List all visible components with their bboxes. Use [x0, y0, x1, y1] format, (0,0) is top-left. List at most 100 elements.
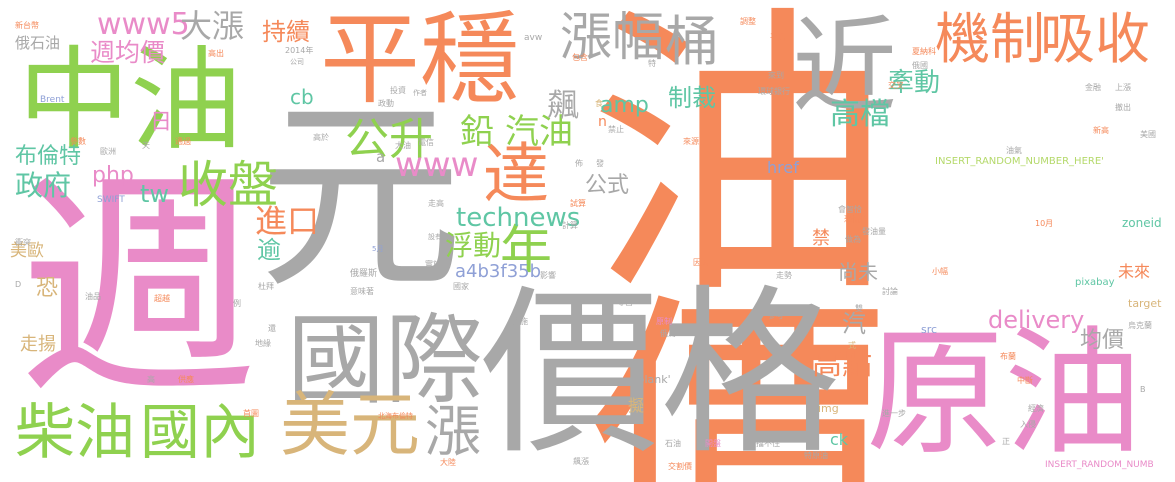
word-small: 小幅 [932, 267, 948, 276]
word-n: n [598, 114, 607, 130]
word-reach: 達 [483, 136, 549, 213]
word-impact: 牽動 [888, 68, 941, 98]
word-img: img [818, 402, 839, 415]
word-big-oil: 大油 [395, 141, 411, 150]
word-reference: 參考 [768, 311, 784, 320]
word-source: 來源 [683, 137, 699, 146]
word-further: 進一步 [882, 409, 906, 418]
word-gasoline: 汽油 [505, 112, 573, 152]
word-come-to: 來到 [768, 71, 784, 80]
word-increase: 漲幅 [560, 8, 665, 68]
word-russia-oil: 俄石油 [15, 34, 61, 52]
word-zoneid: zoneid [1122, 216, 1162, 230]
word-surpass: 超越 [154, 294, 170, 303]
word-domestic: 國內 [140, 398, 260, 468]
word-set: 設有 [428, 233, 442, 241]
word-gas: 汽 [842, 310, 866, 338]
word-plan: 擬 [628, 396, 645, 415]
word-calculate: 計算 [562, 221, 578, 230]
word-shi-small: 食 [595, 99, 603, 108]
word-high-point: 高點 [812, 347, 872, 382]
word-cpc: 中油 [18, 36, 242, 166]
word-higher: 高出 [208, 49, 224, 58]
word-brent: Brent [40, 95, 65, 105]
word-ukraine: 烏克蘭 [1128, 321, 1152, 330]
word-cross: 交叉 [888, 81, 904, 90]
word-target: target [1128, 297, 1162, 310]
word-invest: 投資 [390, 86, 406, 95]
word-go-high: 走高 [428, 199, 444, 208]
word-finance: 金融 [1085, 83, 1101, 92]
word-crude-oil: 原油 [866, 313, 1143, 474]
word-day: 日 [150, 110, 173, 135]
word-new-high: 新高 [1093, 126, 1109, 135]
word-href: href [767, 158, 799, 177]
word-high-level: 高檔 [830, 97, 890, 132]
word-fear: 恐 [36, 276, 59, 301]
word-huizhiqia: 會智恰 [838, 205, 862, 214]
word-liter: 公升 [345, 114, 433, 165]
word-brent-cn: 布倫特 [15, 144, 82, 169]
word-d: D [15, 280, 22, 289]
word-discuss: 討論 [882, 287, 898, 296]
word-adjust: 調整 [740, 17, 756, 26]
word-amp: amp [600, 93, 649, 118]
word-absorb: 吸收 [1040, 7, 1151, 71]
word-php: php [92, 163, 134, 188]
word-formula: 公式 [585, 173, 630, 198]
word-www: www [395, 145, 479, 185]
word-xianake: 夏納科 [912, 47, 936, 56]
word-fa: 發 [596, 159, 604, 168]
word-diesel: 柴油 [15, 398, 135, 468]
word-sky: 天 [142, 141, 150, 150]
word-global-bank: 環球銀行 [758, 87, 790, 96]
word-eg: 例 [233, 299, 241, 308]
word-technews: technews [456, 203, 581, 233]
word-withdraw: 撤出 [1115, 103, 1131, 112]
word-b: B [1140, 385, 1146, 394]
word-shi: 式 [848, 341, 856, 350]
word-conflict: 衝突 [15, 238, 31, 247]
word-tw: tw [140, 180, 170, 208]
word-cover: 首圖 [243, 409, 259, 418]
word-international: 國際 [287, 304, 484, 418]
word-invade: 入侵 [1020, 420, 1036, 429]
word-ck: ck [830, 430, 849, 449]
word-over: 逾 [257, 236, 281, 264]
word-not-yet: 尚未 [838, 260, 878, 284]
word-above: 高於 [313, 133, 329, 142]
word-near: 近 [792, 6, 898, 128]
word-europe: 歐洲 [100, 147, 116, 156]
word-oil-gas: 油氣 [1006, 146, 1022, 155]
word-trial-calc: 試算 [570, 199, 586, 208]
word-measures: 措施 [512, 317, 528, 326]
word-future: 未來 [1118, 262, 1151, 281]
word-trend: 走勢 [776, 271, 792, 280]
word-pixabay: pixabay [1075, 277, 1115, 288]
word-russian-country: 俄國 [912, 61, 928, 70]
word-up: 上漲 [1115, 83, 1131, 92]
word-russia: 俄羅斯 [350, 269, 378, 279]
word-import: 進口 [255, 202, 320, 240]
word-swift: SWIFT [97, 195, 125, 205]
word-big-rise: 大漲 [180, 7, 245, 45]
word-a: a [376, 148, 386, 166]
word-special-crude: 特原油 [804, 451, 828, 460]
word-geo: 地緣 [255, 339, 271, 348]
word-policy: 政動 [378, 99, 394, 108]
word-oil-products: 油品 [85, 292, 101, 301]
word-influence: 影響 [540, 271, 556, 280]
word-double: 雙 [855, 304, 863, 313]
word-lead: 鉛 [460, 112, 494, 152]
word-output: 發油量 [862, 227, 886, 236]
word-stable: 平穩 [320, 1, 520, 118]
word-high: 高 [147, 375, 155, 384]
word-oil-price: 油價 [535, 0, 890, 482]
word-twd: 新台幣 [15, 21, 39, 30]
word-pass: 通過 [175, 137, 191, 146]
word-as: 做為 [845, 235, 861, 244]
word-average-price: 均價 [1080, 328, 1125, 353]
word-zheng: 正 [1002, 437, 1010, 446]
word-delivery-price: 交割價 [668, 462, 692, 471]
